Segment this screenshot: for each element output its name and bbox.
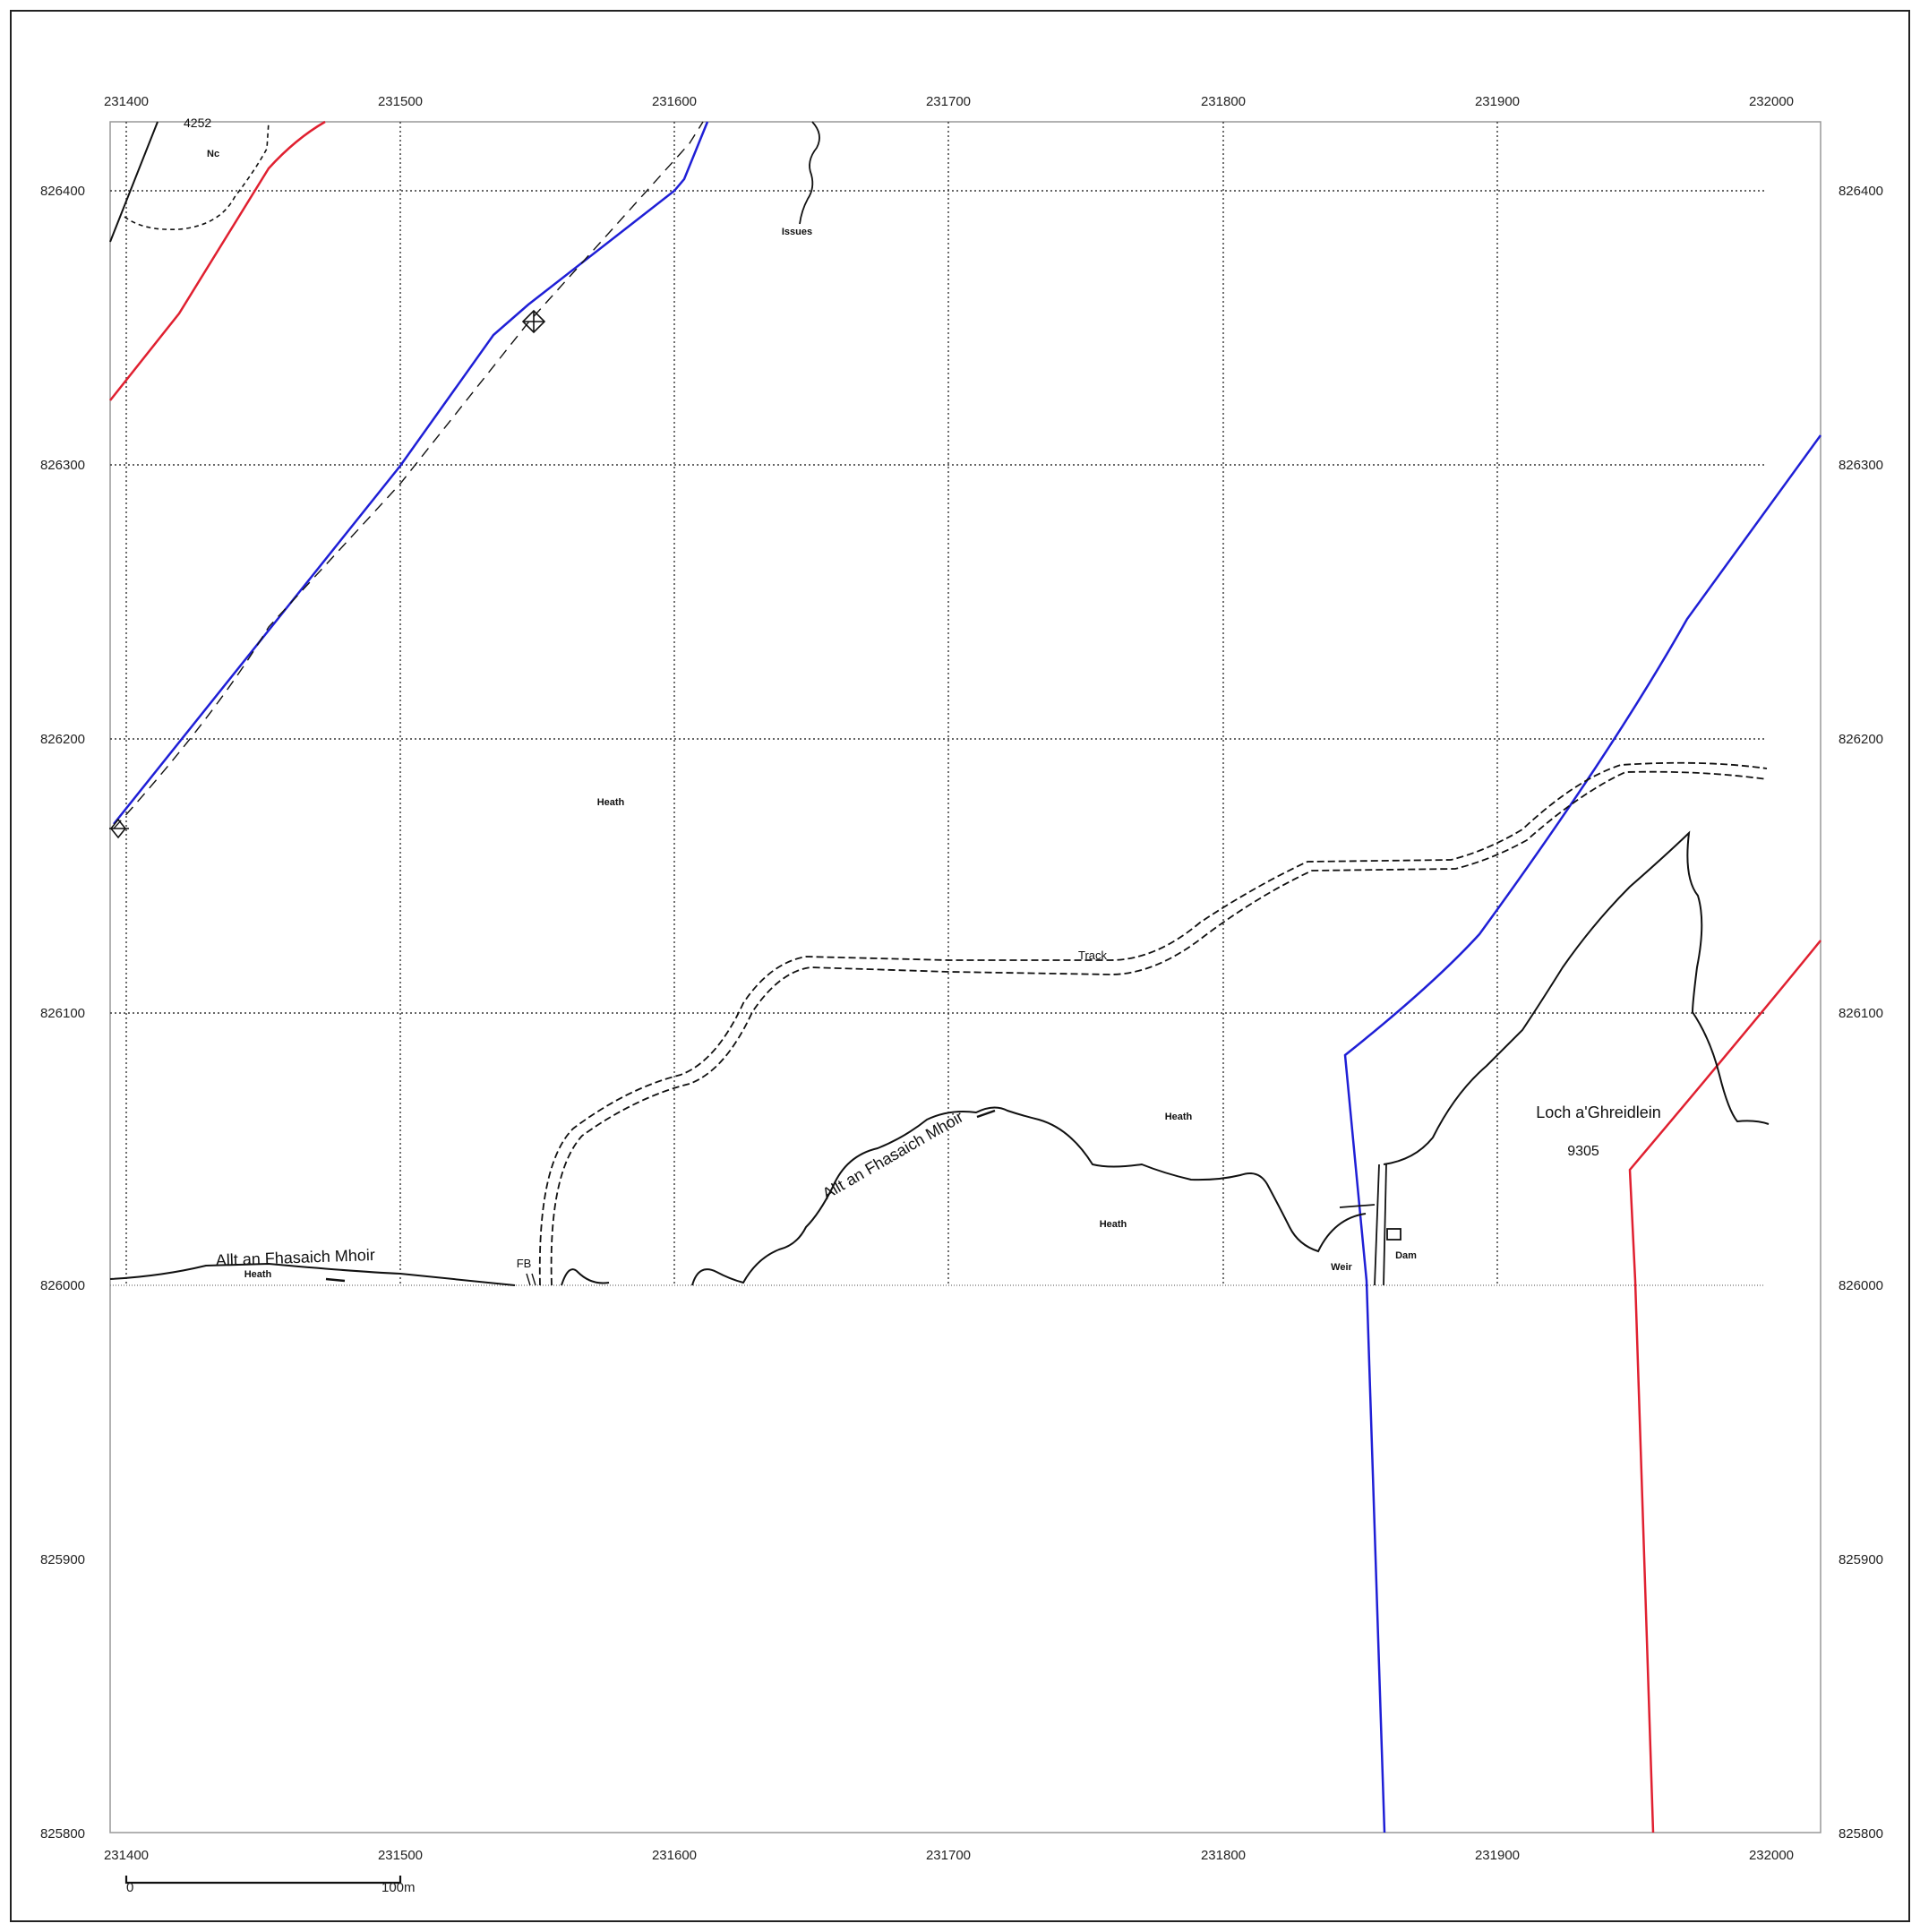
easting-label: 231900 [1475,1848,1520,1863]
northing-label: 826100 [40,1006,85,1021]
footbridge-label: FB [517,1257,532,1270]
river-label-west: Allt an Fhasaich Mhoir [215,1246,375,1269]
heath-label: Heath [597,797,625,808]
northing-label: 825900 [1839,1552,1883,1567]
easting-label: 231600 [652,1848,697,1863]
northing-label: 826100 [1839,1006,1883,1021]
northing-labels-right: 826400 826300 826200 826100 826000 82590… [1839,184,1883,1842]
easting-label: 231400 [104,94,149,109]
blue-boundary-west [113,121,709,825]
heath-label: Heath [1100,1219,1127,1230]
easting-label: 231900 [1475,94,1520,109]
northing-label: 826000 [1839,1278,1883,1293]
northing-label: 826300 [1839,458,1883,473]
northing-labels-left: 826400 826300 826200 826100 826000 82590… [40,184,85,1842]
easting-label: 231500 [378,1848,423,1863]
northing-label: 826300 [40,458,85,473]
red-boundaries [109,120,1821,1833]
stream-line [799,121,820,225]
scale-bar-end-label: 100m [381,1880,416,1895]
northing-label: 825800 [40,1826,85,1842]
easting-label: 231800 [1201,1848,1246,1863]
river-main [691,1106,1367,1286]
easting-labels-top: 231400 231500 231600 231700 231800 23190… [104,94,1794,109]
easting-label: 231700 [926,1848,971,1863]
northing-label: 826400 [40,184,85,199]
grid-lines [110,122,1764,1286]
map-neatline [109,121,1821,1833]
fence-line [109,121,159,243]
easting-label: 231500 [378,94,423,109]
flow-arrow-icon [976,1109,996,1119]
blue-boundary-east [1343,434,1822,1833]
footbridge [526,1273,536,1286]
river-fb-reach [561,1268,610,1286]
dashed-boundary [113,121,704,829]
easting-label: 232000 [1749,1848,1794,1863]
track-edge [550,770,1768,1286]
sheet-border [10,10,1910,1922]
river [109,830,1770,1286]
track [538,761,1768,1286]
flow-arrow-icon [325,1277,346,1283]
parcel-boundary-dashed [124,121,270,231]
easting-label: 231800 [1201,94,1246,109]
easting-label: 231700 [926,94,971,109]
heath-label: Heath [244,1269,272,1280]
survey-marker [521,309,546,334]
river-label-east: Allt an Fhasaich Mhoir [819,1108,966,1203]
easting-label: 231600 [652,94,697,109]
heath-label: Heath [1165,1112,1193,1122]
track-edge [538,761,1768,1286]
northing-label: 826200 [40,732,85,747]
loch-number-label: 9305 [1567,1144,1599,1159]
scale-bar: 0 100m [124,1876,416,1895]
red-boundary-east [1628,940,1821,1833]
northing-label: 826200 [1839,732,1883,747]
issues-stream: Issues [782,121,820,237]
dam-label: Dam [1395,1250,1417,1261]
easting-label: 232000 [1749,94,1794,109]
northing-label: 826000 [40,1278,85,1293]
northing-label: 825900 [40,1552,85,1567]
northing-label: 825800 [1839,1826,1883,1842]
easting-labels-bottom: 231400 231500 231600 231700 231800 23190… [104,1848,1794,1863]
northing-label: 826400 [1839,184,1883,199]
blue-boundaries [113,121,1822,1833]
weir-label: Weir [1331,1262,1352,1273]
scale-bar-start-label: 0 [126,1880,133,1895]
track-label: Track [1078,949,1108,962]
loch-name-label: Loch a'Ghreidlein [1536,1103,1661,1121]
easting-label: 231400 [104,1848,149,1863]
survey-marker [109,818,129,839]
issues-label: Issues [782,227,812,237]
inflow-stream [1383,830,1770,1165]
dam-structure [1339,1163,1401,1286]
river-west-bank [109,1262,516,1286]
red-boundary-west [109,120,326,401]
parcel-nc: 4252 Nc [109,116,270,243]
parcel-number-label: 4252 [184,116,211,130]
nc-label: Nc [207,149,219,159]
